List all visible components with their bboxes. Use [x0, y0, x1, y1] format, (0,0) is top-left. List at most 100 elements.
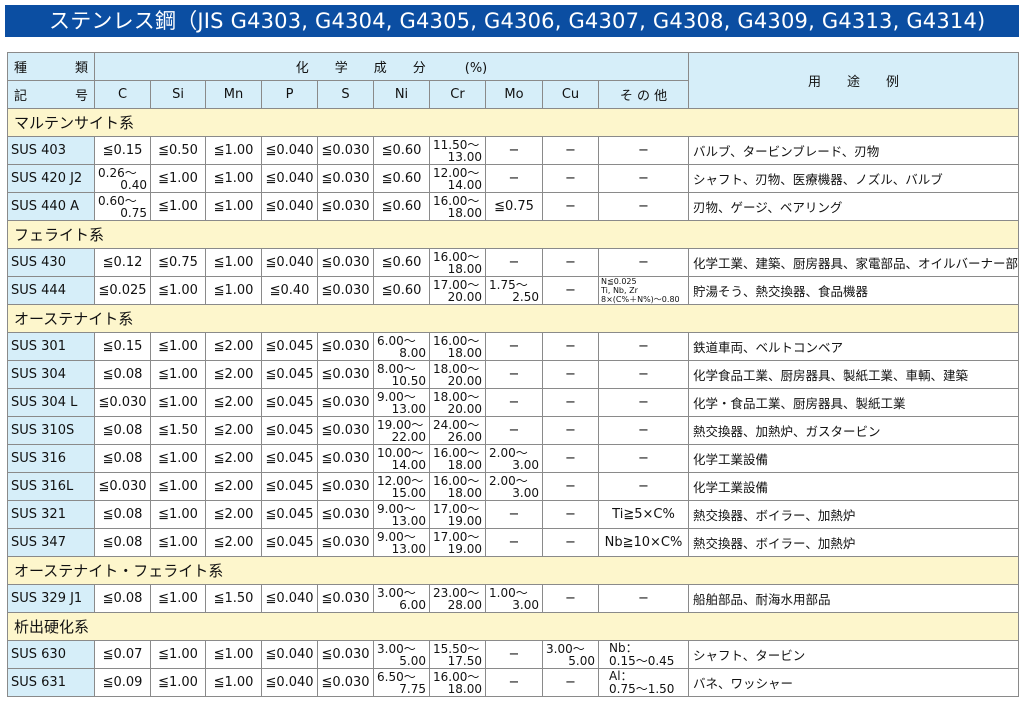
value-cell: ≦2.00	[205, 388, 262, 417]
range-cell: 23.00～ 28.00	[429, 584, 486, 613]
range-min: 6.00～	[377, 333, 416, 348]
steel-grade: SUS 444	[7, 276, 95, 305]
range-cell: 16.00～ 18.00	[429, 444, 486, 473]
range-min: 15.50～	[433, 641, 480, 656]
use-example: 化学工業設備	[688, 444, 1019, 473]
range-min: 18.00～	[433, 361, 480, 376]
range-min: 12.00～	[433, 165, 480, 180]
range-max: 18.00	[447, 205, 482, 220]
header-element: S	[317, 80, 374, 109]
range-max: 7.75	[399, 681, 426, 696]
value-cell: ≦2.00	[205, 444, 262, 473]
steel-grade: SUS 440 A	[7, 192, 95, 221]
value-cell: −	[598, 164, 689, 193]
range-cell: 15.50～ 17.50	[429, 640, 486, 669]
value-cell: ≦0.07	[94, 640, 151, 669]
value-cell: ≦0.045	[261, 444, 318, 473]
range-min: 17.00～	[433, 529, 480, 544]
range-min: 16.00～	[433, 445, 480, 460]
steel-grade: SUS 301	[7, 332, 95, 361]
stainless-steel-table: 種類 化 学 成 分 (%) 用 途 例 記号 C Si Mn P S Ni Cr Mo Cu そ…	[7, 52, 1019, 697]
value-cell: ≦2.00	[205, 528, 262, 557]
header-composition: 化 学 成 分 (%)	[94, 52, 689, 81]
use-example: 化学工業設備	[688, 472, 1019, 501]
value-cell: ≦0.50	[150, 136, 206, 165]
value-cell: ≦0.040	[261, 136, 318, 165]
range-min: 0.60～	[98, 193, 137, 208]
range-cell: 9.00～ 13.00	[373, 500, 430, 529]
range-max: 0.40	[120, 177, 147, 192]
value-cell: ≦0.040	[261, 640, 318, 669]
steel-grade: SUS 316L	[7, 472, 95, 501]
value-cell: −	[542, 164, 599, 193]
value-cell: −	[485, 500, 543, 529]
value-cell: ≦1.00	[150, 528, 206, 557]
value-cell: ≦1.00	[150, 388, 206, 417]
range-cell: 0.26～ 0.40	[94, 164, 151, 193]
range-min: 1.00～	[489, 585, 528, 600]
use-example: シャフト、タービン	[688, 640, 1019, 669]
value-cell: ≦0.025	[94, 276, 151, 305]
value-cell: ≦0.030	[94, 472, 151, 501]
value-cell: ≦0.040	[261, 668, 318, 697]
value-cell: −	[542, 360, 599, 389]
header-element: Cr	[429, 80, 486, 109]
value-cell: ≦1.00	[205, 192, 262, 221]
value-cell: ≦0.60	[373, 248, 430, 277]
value-cell: ≦0.15	[94, 136, 151, 165]
value-cell: −	[542, 248, 599, 277]
section-row: オーステナイト・フェライト系	[7, 556, 1019, 585]
use-example: バネ、ワッシャー	[688, 668, 1019, 697]
range-min: 3.00～	[377, 641, 416, 656]
value-cell: ≦0.030	[317, 472, 374, 501]
table-row: SUS 329 J1 ≦0.08 ≦1.00 ≦1.50 ≦0.040 ≦0.030 3.0…	[7, 584, 1019, 613]
range-min: 0.26～	[98, 165, 137, 180]
range-max: 0.75	[120, 205, 147, 220]
range-min: 1.75～	[489, 277, 528, 292]
value-cell: ≦0.030	[317, 360, 374, 389]
value-cell: −	[485, 640, 543, 669]
range-max: 22.00	[391, 429, 426, 444]
use-example: シャフト、刃物、医療機器、ノズル、バルブ	[688, 164, 1019, 193]
range-max: 18.00	[447, 457, 482, 472]
value-cell: −	[485, 528, 543, 557]
steel-grade: SUS 420 J2	[7, 164, 95, 193]
range-min: 16.00～	[433, 249, 480, 264]
range-cell: 16.00～ 18.00	[429, 192, 486, 221]
value-cell: ≦0.09	[94, 668, 151, 697]
range-cell: 0.60～ 0.75	[94, 192, 151, 221]
table-row: SUS 403 ≦0.15 ≦0.50 ≦1.00 ≦0.040 ≦0.030 ≦0.60 1…	[7, 136, 1019, 165]
range-cell: 2.00～ 3.00	[485, 444, 543, 473]
value-cell: −	[485, 248, 543, 277]
value-cell: ≦0.030	[317, 640, 374, 669]
header-element: Cu	[542, 80, 599, 109]
value-cell: ≦1.00	[150, 472, 206, 501]
value-cell: ≦1.00	[150, 192, 206, 221]
value-cell: ≦0.030	[317, 584, 374, 613]
value-cell: −	[485, 388, 543, 417]
range-max: 5.00	[568, 653, 595, 668]
value-cell: ≦1.00	[205, 136, 262, 165]
value-cell: ≦0.030	[317, 332, 374, 361]
other-line: 0.75～1.50	[609, 681, 675, 696]
range-cell: 24.00～ 26.00	[429, 416, 486, 445]
range-cell: 18.00～ 20.00	[429, 360, 486, 389]
value-cell: ≦1.00	[150, 164, 206, 193]
header-element: Mo	[485, 80, 543, 109]
section-row: 析出硬化系	[7, 612, 1019, 641]
value-cell: −	[542, 416, 599, 445]
value-cell: −	[542, 668, 599, 697]
range-max: 13.00	[391, 401, 426, 416]
value-cell: −	[598, 136, 689, 165]
value-cell: ≦2.00	[205, 416, 262, 445]
value-cell: ≦1.00	[205, 248, 262, 277]
range-cell: 1.00～ 3.00	[485, 584, 543, 613]
range-max: 10.50	[391, 373, 426, 388]
range-max: 3.00	[512, 485, 539, 500]
value-cell: ≦0.030	[317, 500, 374, 529]
steel-grade: SUS 347	[7, 528, 95, 557]
range-max: 3.00	[512, 457, 539, 472]
value-cell: ≦0.40	[261, 276, 318, 305]
range-cell: 9.00～ 13.00	[373, 528, 430, 557]
value-cell: −	[485, 332, 543, 361]
